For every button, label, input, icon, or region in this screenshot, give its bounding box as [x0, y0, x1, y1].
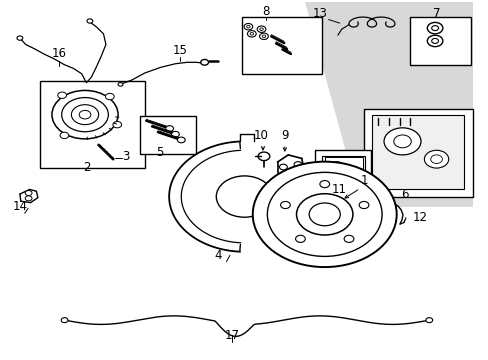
Circle shape [60, 132, 69, 139]
Circle shape [427, 35, 442, 47]
Circle shape [262, 35, 265, 37]
Circle shape [244, 23, 252, 30]
Text: 17: 17 [224, 329, 239, 342]
Circle shape [247, 31, 256, 37]
Circle shape [25, 190, 32, 195]
Circle shape [113, 121, 122, 128]
Circle shape [425, 318, 432, 323]
Bar [371, 114, 463, 189]
Text: 13: 13 [312, 6, 326, 19]
Circle shape [52, 90, 118, 139]
Circle shape [359, 202, 368, 208]
Text: 8: 8 [262, 5, 269, 18]
Circle shape [105, 93, 114, 100]
Circle shape [267, 172, 381, 256]
Text: 5: 5 [155, 146, 163, 159]
Circle shape [431, 39, 438, 44]
Circle shape [329, 162, 344, 172]
Circle shape [383, 128, 420, 155]
Text: 7: 7 [432, 6, 439, 19]
Text: 15: 15 [173, 44, 187, 57]
Circle shape [252, 162, 396, 267]
Bar [314, 150, 370, 191]
Circle shape [296, 194, 352, 235]
Circle shape [430, 155, 442, 163]
Bar [324, 157, 362, 179]
Circle shape [431, 26, 438, 31]
Circle shape [165, 126, 173, 131]
Text: 6: 6 [400, 188, 408, 201]
Circle shape [61, 318, 68, 323]
Polygon shape [305, 3, 472, 207]
Bar [409, 17, 469, 65]
Circle shape [427, 22, 442, 34]
Circle shape [118, 82, 122, 86]
Circle shape [246, 26, 250, 28]
Text: 11: 11 [331, 183, 346, 196]
Text: 10: 10 [254, 130, 268, 143]
Text: 16: 16 [51, 47, 66, 60]
Circle shape [259, 28, 263, 31]
Circle shape [280, 202, 290, 208]
Circle shape [257, 26, 265, 32]
Bar [40, 81, 144, 168]
Text: 14: 14 [12, 200, 27, 213]
Circle shape [249, 32, 253, 35]
Text: 2: 2 [82, 161, 90, 174]
Bar [242, 17, 322, 74]
Circle shape [293, 162, 301, 167]
Circle shape [25, 196, 32, 201]
Circle shape [319, 181, 329, 188]
Circle shape [58, 92, 66, 98]
Text: 1: 1 [360, 174, 367, 187]
Text: 4: 4 [214, 249, 221, 262]
Circle shape [258, 152, 269, 161]
Bar [140, 116, 196, 154]
Bar [363, 109, 472, 197]
Circle shape [171, 131, 179, 137]
Text: 3: 3 [122, 150, 129, 163]
Circle shape [424, 150, 448, 168]
Circle shape [295, 235, 305, 242]
Circle shape [259, 33, 268, 40]
Circle shape [177, 137, 185, 143]
Text: 12: 12 [411, 211, 427, 224]
Circle shape [71, 105, 99, 125]
Circle shape [61, 98, 108, 132]
Bar [322, 156, 365, 182]
Circle shape [87, 19, 93, 23]
Circle shape [279, 164, 287, 170]
Circle shape [344, 235, 353, 242]
Circle shape [17, 36, 23, 40]
Circle shape [393, 135, 410, 148]
Circle shape [201, 59, 208, 65]
Circle shape [308, 203, 340, 226]
Circle shape [216, 176, 272, 217]
Text: 9: 9 [281, 130, 288, 143]
Circle shape [79, 111, 91, 119]
